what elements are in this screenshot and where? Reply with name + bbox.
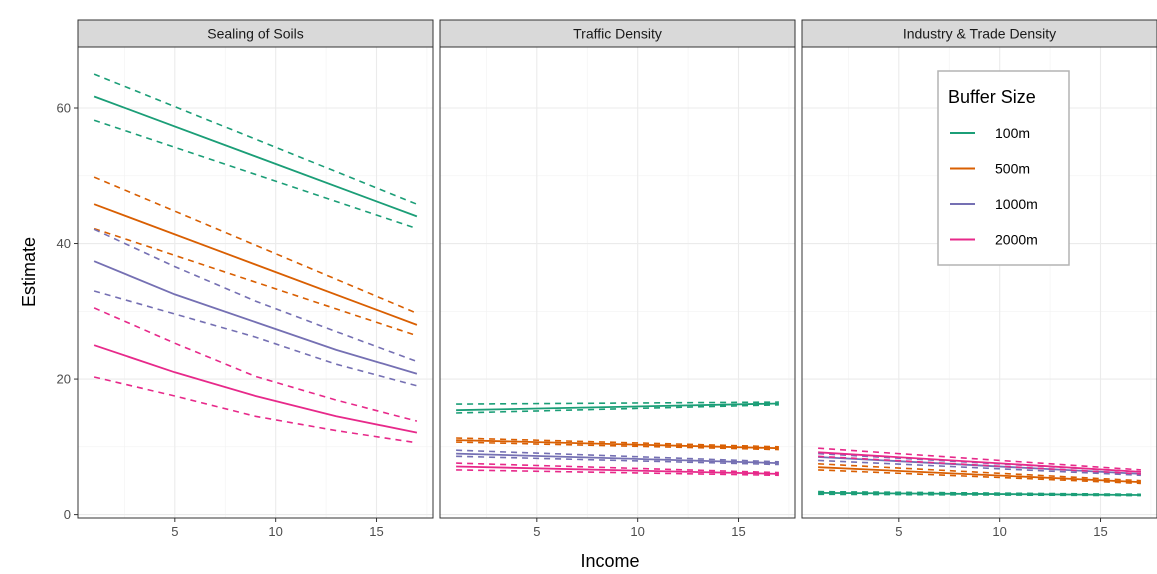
ci-upper-line-500m xyxy=(818,463,1141,482)
x-tick-label: 5 xyxy=(533,524,540,539)
ci-upper-line-500m xyxy=(456,437,779,448)
estimate-line-1000m xyxy=(456,452,779,464)
y-tick-label: 60 xyxy=(57,100,71,115)
estimate-line-100m xyxy=(93,95,418,218)
ci-upper-line-2000m xyxy=(456,462,779,474)
legend-label-2000m: 2000m xyxy=(995,232,1038,248)
estimate-line-100m xyxy=(818,492,1141,496)
ci-upper-line-2000m xyxy=(818,447,1141,471)
facet-strip xyxy=(801,19,1157,48)
x-tick-label: 5 xyxy=(171,524,178,539)
panel-border xyxy=(77,46,434,519)
estimate-line-2000m xyxy=(818,451,1141,473)
x-tick-label: 10 xyxy=(992,524,1006,539)
panel-3: Industry & Trade Density 5 10 15 xyxy=(801,19,1157,539)
estimate-line-500m xyxy=(456,439,779,450)
ci-upper-line-100m xyxy=(93,73,418,205)
panel-2: Traffic Density 5 10 15 xyxy=(439,19,796,539)
panel-1: Sealing of Soils 5 10 15 xyxy=(77,19,434,539)
estimate-line-1000m xyxy=(93,260,418,375)
x-axis-title: Income xyxy=(580,551,639,571)
facet-title: Sealing of Soils xyxy=(207,26,304,42)
x-tick-label: 15 xyxy=(731,524,745,539)
panel-border xyxy=(801,46,1157,519)
facet-strip xyxy=(439,19,796,48)
x-tick-label: 15 xyxy=(1093,524,1107,539)
x-tick-label: 10 xyxy=(268,524,282,539)
ci-lower-line-2000m xyxy=(818,455,1141,475)
ci-lower-line-500m xyxy=(93,227,418,337)
ci-lower-line-2000m xyxy=(456,469,779,477)
ci-upper-line-500m xyxy=(93,176,418,315)
facet-title: Industry & Trade Density xyxy=(903,26,1056,42)
legend-label-1000m: 1000m xyxy=(995,196,1038,212)
x-tick-label: 5 xyxy=(895,524,902,539)
legend: Buffer Size 100m 500m 1000m 2000m xyxy=(937,70,1070,266)
ci-lower-line-100m xyxy=(93,119,418,230)
estimate-line-2000m xyxy=(456,465,779,475)
ci-upper-line-1000m xyxy=(93,228,418,363)
ci-lower-line-2000m xyxy=(93,376,418,444)
x-tick-label: 15 xyxy=(369,524,383,539)
ci-lower-line-500m xyxy=(818,469,1141,485)
ci-lower-line-1000m xyxy=(93,290,418,387)
estimate-line-100m xyxy=(456,402,779,412)
x-tick-label: 10 xyxy=(630,524,644,539)
y-axis-title: Estimate xyxy=(19,237,39,307)
y-tick-label: 20 xyxy=(57,372,71,387)
estimate-line-2000m xyxy=(93,344,418,434)
ci-lower-line-100m xyxy=(456,404,779,414)
estimate-line-500m xyxy=(818,466,1141,483)
legend-label-500m: 500m xyxy=(995,161,1030,177)
ci-lower-line-1000m xyxy=(818,459,1141,477)
facet-title: Traffic Density xyxy=(573,26,662,42)
ci-upper-line-100m xyxy=(456,401,779,405)
panel-border xyxy=(439,46,796,519)
estimate-line-500m xyxy=(93,203,418,326)
y-tick-label: 0 xyxy=(64,507,71,522)
ci-upper-line-2000m xyxy=(93,307,418,422)
ci-lower-line-1000m xyxy=(456,455,779,466)
legend-title: Buffer Size xyxy=(948,87,1036,107)
ci-lower-line-500m xyxy=(456,441,779,451)
legend-label-100m: 100m xyxy=(995,125,1030,141)
y-tick-label: 40 xyxy=(57,236,71,251)
ci-upper-line-1000m xyxy=(456,449,779,463)
